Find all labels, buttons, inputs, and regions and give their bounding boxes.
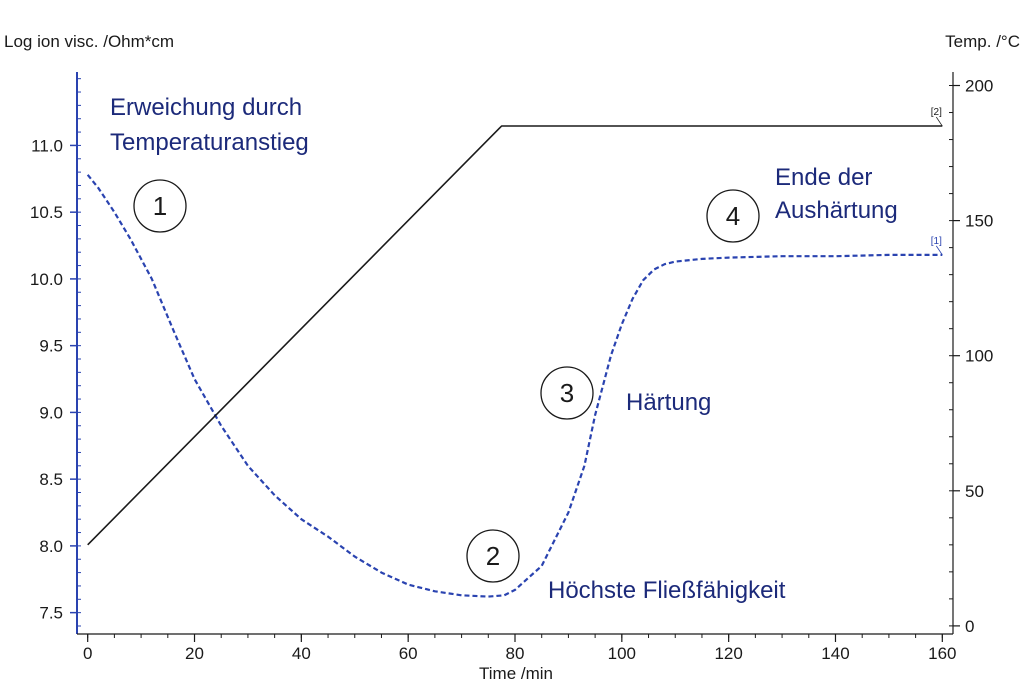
step-marker-3: 3 (540, 366, 594, 420)
step-marker-4: 4 (706, 189, 760, 243)
step-marker-3-label: 3 (560, 378, 574, 408)
x-axis-tick-label: 140 (821, 644, 849, 663)
left-axis-title: Log ion visc. /Ohm*cm (4, 32, 174, 51)
x-axis-tick-label: 160 (928, 644, 956, 663)
series-end-tag-leader (935, 116, 943, 127)
annotation-end-of-cure: Ende der Aushärtung (775, 164, 898, 224)
right-axis-tick-label: 50 (965, 482, 984, 501)
annotation-softening-line1: Erweichung durch (110, 94, 302, 121)
right-axis-tick-label: 200 (965, 77, 993, 96)
left-axis-tick-label: 10.0 (30, 270, 63, 289)
annotations: Erweichung durch Temperaturanstieg Höchs… (110, 94, 898, 604)
right-axis-title: Temp. /°C (945, 32, 1020, 51)
annotation-softening-line2: Temperaturanstieg (110, 129, 309, 156)
annotation-max-flow-line1: Höchste Fließfähigkeit (548, 577, 786, 604)
series-end-tag-leader (935, 245, 943, 256)
annotation-end-of-cure-line2: Aushärtung (775, 197, 898, 224)
temperature-line (87, 125, 943, 546)
series-end-tag: [2] (931, 107, 942, 118)
annotation-curing: Härtung (626, 389, 711, 416)
x-axis-tick-label: 120 (714, 644, 742, 663)
left-axis-tick-label: 11.0 (31, 136, 63, 155)
step-markers: 1 2 3 4 (133, 179, 760, 583)
right-axis-tick-label: 0 (965, 617, 974, 636)
left-axis-tick-label: 9.0 (39, 403, 63, 422)
step-marker-4-label: 4 (726, 201, 740, 231)
x-axis-tick-label: 80 (506, 644, 525, 663)
x-axis-tick-label: 0 (83, 644, 92, 663)
annotation-softening: Erweichung durch Temperaturanstieg (110, 94, 309, 156)
annotation-max-flow: Höchste Fließfähigkeit (548, 577, 786, 604)
right-axis-tick-label: 150 (965, 212, 993, 231)
annotation-end-of-cure-line1: Ende der (775, 164, 872, 191)
step-marker-1: 1 (133, 179, 187, 233)
x-axis-tick-label: 100 (608, 644, 636, 663)
left-axis-tick-label: 9.5 (39, 337, 63, 356)
x-axis-tick-label: 40 (292, 644, 311, 663)
series-layer: [1] [2] (86, 107, 943, 598)
step-marker-2-label: 2 (486, 541, 500, 571)
x-axis-tick-label: 60 (399, 644, 418, 663)
step-marker-2: 2 (466, 529, 520, 583)
left-axis-tick-label: 7.5 (39, 604, 63, 623)
x-axis-title: Time /min (479, 664, 553, 683)
x-axis-tick-label: 20 (185, 644, 204, 663)
annotation-curing-line1: Härtung (626, 389, 711, 416)
left-axis-tick-label: 10.5 (30, 203, 63, 222)
right-axis-tick-label: 100 (965, 347, 993, 366)
step-marker-1-label: 1 (153, 191, 167, 221)
ion-viscosity-line (86, 174, 943, 598)
left-axis-tick-label: 8.0 (39, 537, 63, 556)
left-axis-tick-label: 8.5 (39, 470, 63, 489)
series-end-tag: [1] (931, 236, 942, 247)
axes: 7.5 8.0 8.5 9.0 9.5 10.0 10.5 11.0 0 50 100 150 200 0… (30, 72, 993, 663)
